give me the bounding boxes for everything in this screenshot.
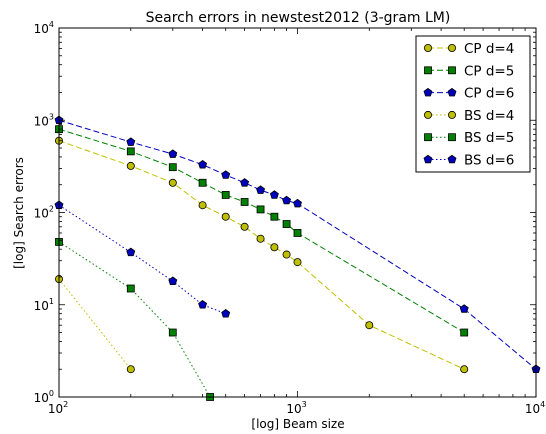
- data-point-cp-d-4-3: [198, 201, 207, 210]
- data-point-cp-d-5-5: [240, 198, 249, 206]
- legend-label-bs-d-6: BS d=6: [464, 153, 514, 169]
- data-point-cp-d-4-5: [240, 222, 249, 231]
- data-point-cp-d-4-7: [270, 243, 279, 252]
- data-point-bs-d-6-2: [168, 276, 178, 286]
- axis-ticks: 102 103 104 100 101 102 103 104: [34, 20, 546, 416]
- legend-marker-bs-d-6: [447, 154, 457, 164]
- data-point-bs-d-6-1: [126, 247, 136, 257]
- plot-area: [54, 115, 541, 401]
- data-point-cp-d-5-8: [282, 220, 291, 228]
- data-point-cp-d-6-8: [282, 195, 292, 205]
- data-point-cp-d-5-3: [198, 178, 207, 187]
- legend-box: [415, 35, 531, 173]
- data-point-cp-d-5-1: [126, 147, 135, 156]
- data-point-cp-d-4-4: [221, 212, 230, 221]
- legend-marker-bs-d-5: [448, 133, 456, 142]
- data-point-cp-d-4-2: [168, 178, 177, 187]
- legend-marker-cp-d-6: [423, 87, 433, 97]
- series-line-cp-d-4: [58, 140, 465, 370]
- data-point-cp-d-6-3: [198, 159, 208, 169]
- data-point-cp-d-4-10: [365, 321, 374, 330]
- x-tick-label: 104: [525, 400, 545, 416]
- legend-marker-cp-d-4: [447, 44, 456, 53]
- y-tick-label: 101: [34, 297, 54, 313]
- x-tick-label: 102: [48, 400, 68, 416]
- data-point-cp-d-4-8: [282, 250, 291, 259]
- data-point-cp-d-6-10: [459, 304, 469, 313]
- data-point-bs-d-6-3: [198, 300, 208, 309]
- data-point-cp-d-5-6: [256, 205, 265, 214]
- data-point-cp-d-6-9: [293, 198, 302, 208]
- data-point-cp-d-4-11: [460, 365, 469, 374]
- y-tick-label: 100: [34, 389, 54, 405]
- data-point-cp-d-4-9: [293, 258, 302, 267]
- series-line-bs-d-6: [58, 204, 226, 315]
- data-point-cp-d-5-4: [221, 191, 230, 199]
- data-point-bs-d-5-2: [168, 328, 177, 337]
- legend-label-bs-d-4: BS d=4: [464, 108, 514, 124]
- series-line-bs-d-5: [58, 241, 211, 398]
- legend-marker-bs-d-5: [424, 133, 432, 142]
- data-point-cp-d-6-4: [221, 170, 231, 179]
- data-point-cp-d-6-1: [126, 137, 136, 146]
- data-point-cp-d-5-2: [168, 163, 177, 172]
- legend-marker-cp-d-5: [424, 66, 432, 75]
- data-point-cp-d-6-2: [168, 149, 178, 158]
- y-axis-label: [log] Search errors: [12, 157, 26, 269]
- data-point-bs-d-4-1: [126, 365, 135, 374]
- legend-marker-bs-d-4: [447, 110, 456, 119]
- data-point-cp-d-4-6: [256, 234, 265, 243]
- series-line-cp-d-6: [58, 119, 537, 370]
- chart-title: Search errors in newstest2012 (3-gram LM…: [146, 10, 451, 26]
- data-point-cp-d-5-9: [293, 229, 302, 237]
- legend-marker-cp-d-4: [423, 44, 432, 53]
- y-tick-label: 103: [34, 112, 54, 128]
- legend-marker-cp-d-6: [447, 87, 457, 97]
- x-axis-label: [log] Beam size: [251, 417, 344, 431]
- legend-label-cp-d-6: CP d=6: [464, 86, 514, 102]
- data-point-cp-d-4-1: [126, 161, 135, 170]
- legend-label-bs-d-5: BS d=5: [464, 130, 514, 146]
- legend-marker-bs-d-4: [423, 110, 432, 119]
- data-point-cp-d-6-5: [240, 178, 250, 187]
- data-point-bs-d-6-4: [221, 308, 231, 318]
- data-point-cp-d-5-10: [460, 328, 469, 337]
- legend-marker-bs-d-6: [423, 154, 433, 164]
- legend-label-cp-d-5: CP d=5: [464, 63, 514, 79]
- legend-marker-cp-d-5: [448, 66, 456, 75]
- data-point-bs-d-5-1: [126, 284, 135, 293]
- y-tick-label: 102: [34, 205, 54, 221]
- y-tick-label: 104: [34, 20, 54, 36]
- data-point-cp-d-6-6: [256, 185, 266, 194]
- legend: CP d=4 CP d=5 CP d=6 BS d=4 BS d=5 BS d=6: [415, 35, 531, 173]
- data-point-cp-d-5-7: [270, 212, 279, 221]
- series-group: [54, 115, 541, 401]
- series-line-cp-d-5: [58, 128, 465, 333]
- data-point-cp-d-6-7: [269, 190, 279, 199]
- x-tick-label: 103: [286, 400, 306, 416]
- legend-label-cp-d-4: CP d=4: [464, 41, 514, 57]
- series-line-bs-d-4: [58, 278, 132, 370]
